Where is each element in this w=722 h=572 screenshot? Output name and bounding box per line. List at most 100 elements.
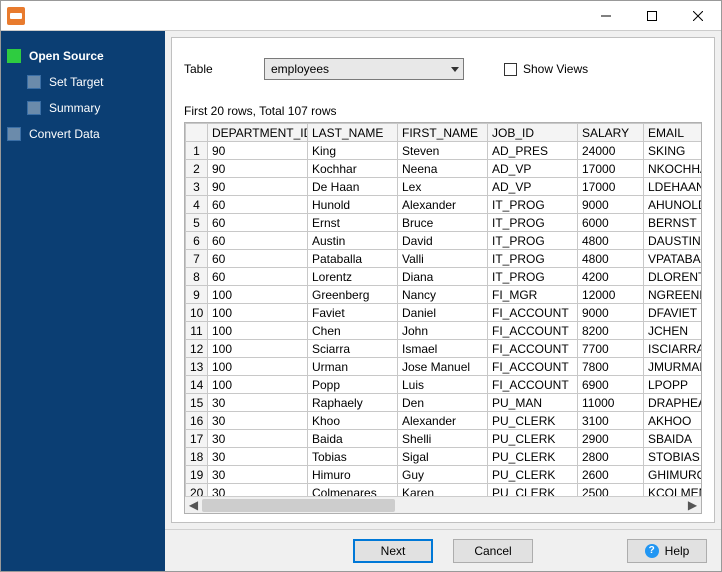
table-row[interactable]: 660AustinDavidIT_PROG4800DAUSTIN <box>186 232 702 250</box>
column-header[interactable]: EMAIL <box>644 124 702 142</box>
table-cell[interactable]: Bruce <box>398 214 488 232</box>
table-cell[interactable]: DRAPHEAL <box>644 394 702 412</box>
table-row[interactable]: 290KochharNeenaAD_VP17000NKOCHHAR <box>186 160 702 178</box>
table-cell[interactable]: Hunold <box>308 196 398 214</box>
sidebar-step-open-source[interactable]: Open Source <box>1 43 165 69</box>
table-cell[interactable]: Diana <box>398 268 488 286</box>
table-cell[interactable]: 4800 <box>578 250 644 268</box>
table-cell[interactable]: STOBIAS <box>644 448 702 466</box>
table-cell[interactable]: AD_VP <box>488 160 578 178</box>
table-cell[interactable]: PU_CLERK <box>488 466 578 484</box>
table-cell[interactable]: 2800 <box>578 448 644 466</box>
table-cell[interactable]: 60 <box>208 250 308 268</box>
scroll-right-icon[interactable]: ▶ <box>684 497 701 514</box>
table-cell[interactable]: KCOLMENA <box>644 484 702 497</box>
column-header[interactable]: SALARY <box>578 124 644 142</box>
table-cell[interactable]: SKING <box>644 142 702 160</box>
table-cell[interactable]: PU_CLERK <box>488 430 578 448</box>
table-cell[interactable]: Colmenares <box>308 484 398 497</box>
table-cell[interactable]: ISCIARRA <box>644 340 702 358</box>
table-cell[interactable]: 12000 <box>578 286 644 304</box>
table-cell[interactable]: Himuro <box>308 466 398 484</box>
table-cell[interactable]: VPATABAL <box>644 250 702 268</box>
table-cell[interactable]: FI_ACCOUNT <box>488 358 578 376</box>
minimize-button[interactable] <box>583 1 629 31</box>
table-cell[interactable]: 100 <box>208 358 308 376</box>
table-row[interactable]: 14100PoppLuisFI_ACCOUNT6900LPOPP <box>186 376 702 394</box>
table-cell[interactable]: Baida <box>308 430 398 448</box>
table-cell[interactable]: 9000 <box>578 304 644 322</box>
table-cell[interactable]: King <box>308 142 398 160</box>
table-cell[interactable]: AHUNOLD <box>644 196 702 214</box>
table-cell[interactable]: Greenberg <box>308 286 398 304</box>
table-cell[interactable]: 100 <box>208 340 308 358</box>
table-cell[interactable]: Karen <box>398 484 488 497</box>
table-cell[interactable]: JMURMAN <box>644 358 702 376</box>
table-cell[interactable]: Tobias <box>308 448 398 466</box>
table-cell[interactable]: Chen <box>308 322 398 340</box>
table-cell[interactable]: PU_CLERK <box>488 484 578 497</box>
table-cell[interactable]: Luis <box>398 376 488 394</box>
table-cell[interactable]: De Haan <box>308 178 398 196</box>
table-cell[interactable]: 90 <box>208 160 308 178</box>
table-cell[interactable]: David <box>398 232 488 250</box>
table-cell[interactable]: Guy <box>398 466 488 484</box>
table-cell[interactable]: 60 <box>208 214 308 232</box>
column-header[interactable]: JOB_ID <box>488 124 578 142</box>
table-row[interactable]: 190KingStevenAD_PRES24000SKING <box>186 142 702 160</box>
table-cell[interactable]: 8200 <box>578 322 644 340</box>
table-cell[interactable]: Lorentz <box>308 268 398 286</box>
table-row[interactable]: 560ErnstBruceIT_PROG6000BERNST <box>186 214 702 232</box>
table-cell[interactable]: 6900 <box>578 376 644 394</box>
table-cell[interactable]: FI_MGR <box>488 286 578 304</box>
help-button[interactable]: ? Help <box>627 539 707 563</box>
table-cell[interactable]: 4800 <box>578 232 644 250</box>
table-cell[interactable]: PU_CLERK <box>488 448 578 466</box>
table-cell[interactable]: AD_VP <box>488 178 578 196</box>
sidebar-step-set-target[interactable]: Set Target <box>21 69 165 95</box>
sidebar-step-summary[interactable]: Summary <box>21 95 165 121</box>
table-cell[interactable]: 60 <box>208 268 308 286</box>
table-cell[interactable]: NKOCHHAR <box>644 160 702 178</box>
table-cell[interactable]: Sigal <box>398 448 488 466</box>
table-row[interactable]: 1530RaphaelyDenPU_MAN11000DRAPHEAL <box>186 394 702 412</box>
table-row[interactable]: 760PataballaValliIT_PROG4800VPATABAL <box>186 250 702 268</box>
table-cell[interactable]: Kochhar <box>308 160 398 178</box>
table-cell[interactable]: 17000 <box>578 160 644 178</box>
table-row[interactable]: 1930HimuroGuyPU_CLERK2600GHIMURO <box>186 466 702 484</box>
table-cell[interactable]: 6000 <box>578 214 644 232</box>
table-cell[interactable]: 3100 <box>578 412 644 430</box>
table-cell[interactable]: 60 <box>208 196 308 214</box>
table-cell[interactable]: Shelli <box>398 430 488 448</box>
table-cell[interactable]: Ismael <box>398 340 488 358</box>
table-cell[interactable]: PU_CLERK <box>488 412 578 430</box>
table-cell[interactable]: 30 <box>208 430 308 448</box>
table-cell[interactable]: Steven <box>398 142 488 160</box>
table-cell[interactable]: 30 <box>208 484 308 497</box>
table-cell[interactable]: Faviet <box>308 304 398 322</box>
table-cell[interactable]: 30 <box>208 412 308 430</box>
table-cell[interactable]: FI_ACCOUNT <box>488 304 578 322</box>
table-cell[interactable]: PU_MAN <box>488 394 578 412</box>
table-dropdown[interactable]: employees <box>264 58 464 80</box>
table-cell[interactable]: IT_PROG <box>488 232 578 250</box>
table-cell[interactable]: Lex <box>398 178 488 196</box>
table-cell[interactable]: 7800 <box>578 358 644 376</box>
table-cell[interactable]: 30 <box>208 394 308 412</box>
table-row[interactable]: 13100UrmanJose ManuelFI_ACCOUNT7800JMURM… <box>186 358 702 376</box>
table-cell[interactable]: Alexander <box>398 196 488 214</box>
table-cell[interactable]: 30 <box>208 448 308 466</box>
close-button[interactable] <box>675 1 721 31</box>
table-cell[interactable]: Popp <box>308 376 398 394</box>
table-cell[interactable]: IT_PROG <box>488 214 578 232</box>
table-cell[interactable]: IT_PROG <box>488 196 578 214</box>
table-cell[interactable]: 90 <box>208 142 308 160</box>
table-cell[interactable]: 2600 <box>578 466 644 484</box>
table-cell[interactable]: Ernst <box>308 214 398 232</box>
column-header[interactable]: LAST_NAME <box>308 124 398 142</box>
table-cell[interactable]: BERNST <box>644 214 702 232</box>
table-row[interactable]: 9100GreenbergNancyFI_MGR12000NGREENBE <box>186 286 702 304</box>
table-row[interactable]: 1630KhooAlexanderPU_CLERK3100AKHOO <box>186 412 702 430</box>
table-cell[interactable]: Khoo <box>308 412 398 430</box>
table-row[interactable]: 2030ColmenaresKarenPU_CLERK2500KCOLMENA <box>186 484 702 497</box>
